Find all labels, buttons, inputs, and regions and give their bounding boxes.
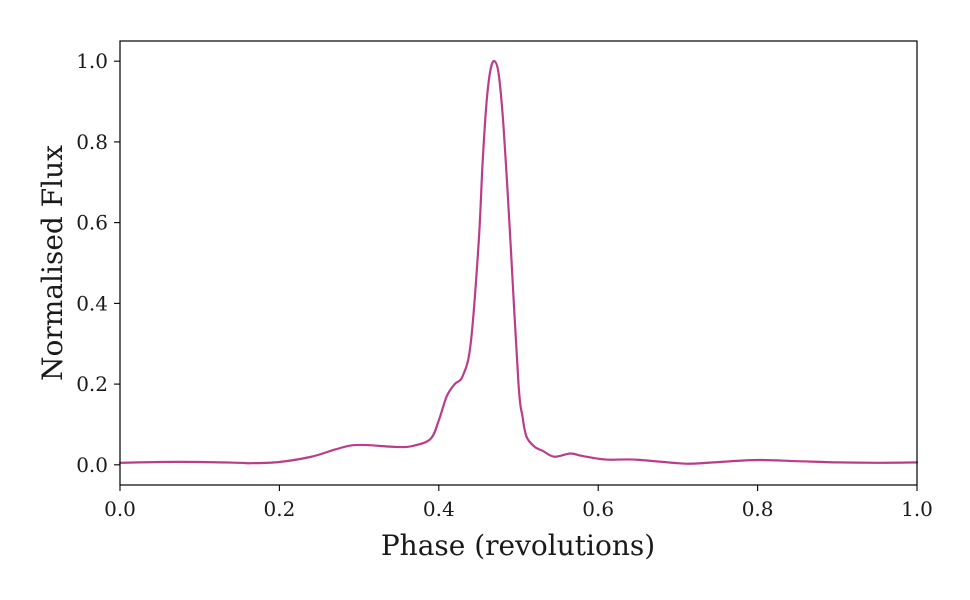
x-tick-label: 0.2 bbox=[263, 497, 295, 521]
x-tick-label: 1.0 bbox=[901, 497, 933, 521]
y-tick-label: 0.8 bbox=[76, 130, 108, 154]
x-tick-label: 0.4 bbox=[423, 497, 455, 521]
x-axis-title: Phase (revolutions) bbox=[381, 529, 655, 562]
ticks-layer: 0.0 0.2 0.4 0.6 0.8 1.0 0.0 0.2 0.4 0.6 0.8 1.0 bbox=[76, 49, 933, 521]
y-tick-label: 0.4 bbox=[76, 291, 108, 315]
y-tick-label: 1.0 bbox=[76, 49, 108, 73]
y-tick-label: 0.6 bbox=[76, 211, 108, 235]
y-tick-label: 0.2 bbox=[76, 372, 108, 396]
y-tick-label: 0.0 bbox=[76, 453, 108, 477]
y-axis-title: Normalised Flux bbox=[36, 145, 69, 381]
x-tick-label: 0.8 bbox=[742, 497, 774, 521]
x-tick-label: 0.6 bbox=[582, 497, 614, 521]
flux-line bbox=[118, 59, 919, 465]
plot-frame bbox=[119, 40, 918, 486]
x-tick-label: 0.0 bbox=[104, 497, 136, 521]
